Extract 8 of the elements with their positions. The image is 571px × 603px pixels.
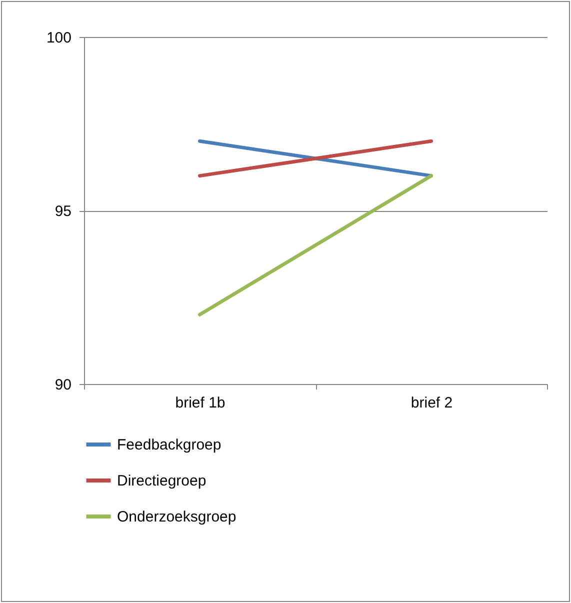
x-tick-label: brief 2 <box>410 394 453 412</box>
y-tick-label: 90 <box>54 376 72 394</box>
legend-label: Feedbackgroep <box>117 436 222 454</box>
y-tick-label: 95 <box>54 203 72 220</box>
legend-label: Onderzoeksgroep <box>117 508 236 526</box>
x-tick-label: brief 1b <box>175 394 226 412</box>
legend-label: Directiegroep <box>117 472 206 490</box>
y-tick-label: 100 <box>46 30 72 46</box>
